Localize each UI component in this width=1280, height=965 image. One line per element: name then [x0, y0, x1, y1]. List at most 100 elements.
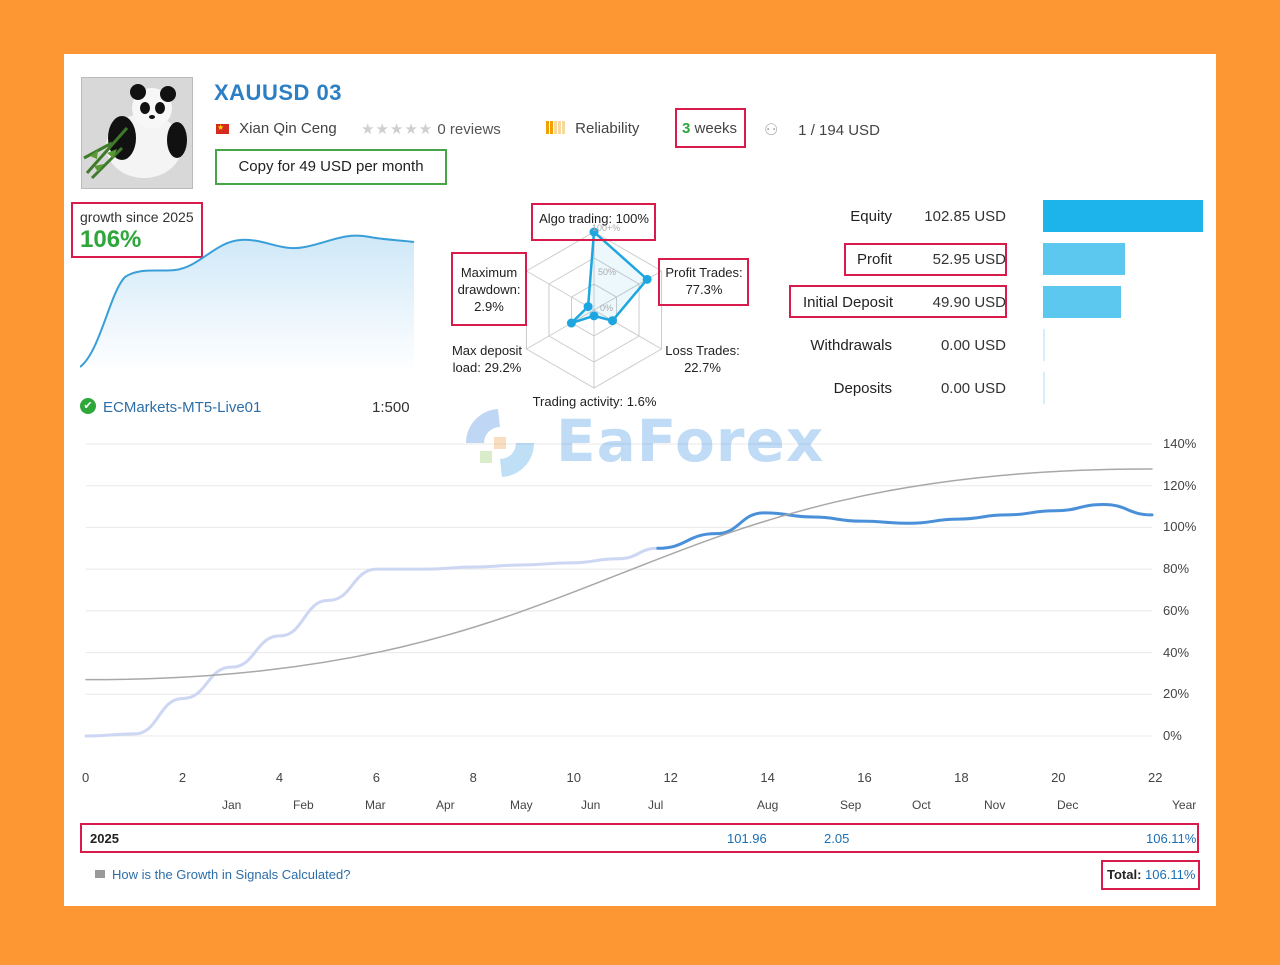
month-label: Apr — [436, 798, 455, 812]
growth-calculation-link[interactable]: How is the Growth in Signals Calculated? — [112, 867, 351, 882]
radar-algo-label: Algo trading: 100% — [539, 211, 649, 226]
radar-point-profit-trades — [642, 274, 652, 284]
month-label: Nov — [984, 798, 1006, 812]
x-tick-label: 8 — [469, 770, 477, 785]
equity-label: Equity — [850, 208, 892, 225]
radar-axis — [526, 270, 595, 311]
radar-point-activity — [589, 311, 599, 321]
x-tick-label: 18 — [954, 770, 969, 785]
profit-label: Profit — [856, 251, 892, 268]
subscribers-icon: ⚇ — [764, 122, 779, 139]
x-tick-label: 4 — [275, 770, 284, 785]
x-tick-label: 0 — [82, 770, 90, 785]
month-label: Jun — [581, 798, 601, 812]
signal-title[interactable]: XAUUSD 03 — [214, 80, 342, 105]
equity-bar — [1043, 200, 1203, 232]
avatar[interactable] — [81, 77, 193, 189]
chart-series — [84, 468, 1154, 738]
reliability-label: Reliability — [575, 120, 640, 137]
y-tick-label: 20% — [1163, 686, 1190, 702]
x-tick-label: 16 — [857, 770, 872, 785]
subscribers-separator: / — [810, 122, 815, 139]
panda-image — [82, 78, 192, 188]
radar-ring-label-100: 100+% — [592, 223, 621, 233]
rating-stars-icon: ★★★★★ — [361, 121, 434, 138]
author-name[interactable]: Xian Qin Ceng — [239, 120, 337, 137]
x-tick-label: 10 — [566, 770, 581, 785]
x-tick-label: 12 — [663, 770, 678, 785]
max-load-title: Max deposit — [451, 343, 523, 358]
equity-value: 102.85 USD — [924, 208, 1006, 225]
sparkline-line — [80, 234, 415, 368]
watermark-text: EaForex — [556, 407, 825, 475]
total-highlight — [1101, 860, 1200, 890]
profit-highlight — [844, 243, 1007, 276]
radar-point-drawdown — [583, 302, 593, 312]
radar-chart — [525, 227, 663, 389]
radar-point-algo — [589, 227, 599, 237]
copy-button[interactable]: Copy for 49 USD per month — [215, 149, 447, 185]
radar-max-load: Max deposit load: 29.2% — [448, 342, 526, 376]
y-tick-label: 80% — [1163, 561, 1190, 577]
book-icon — [95, 870, 105, 878]
loss-trades-value: 22.7% — [684, 360, 721, 375]
total-value: 106.11% — [1145, 867, 1196, 882]
month-label: Feb — [293, 798, 314, 812]
month-label: Dec — [1057, 798, 1079, 812]
month-label: Year — [1172, 798, 1197, 812]
algo-highlight — [531, 203, 656, 241]
growth-sparkline — [80, 234, 415, 372]
loss-trades-title: Loss Trades: — [665, 343, 740, 358]
china-flag-icon: ★ — [216, 124, 229, 135]
profit-bar — [1043, 243, 1126, 275]
month-label: Jan — [222, 798, 242, 812]
radar-activity-label: Trading activity: 1.6% — [532, 394, 657, 409]
deposits-bar — [1043, 372, 1045, 404]
x-tick-label: 6 — [372, 770, 380, 785]
radar-drawdown: Maximum drawdown: 2.9% — [453, 264, 525, 315]
deposits-value: 0.00 USD — [940, 380, 1006, 397]
drawdown-value: 2.9% — [474, 299, 504, 314]
initial-deposit-value: 49.90 USD — [932, 294, 1006, 311]
x-tick-label: 14 — [760, 770, 775, 785]
total-row: Total: 106.11% — [1107, 867, 1195, 882]
y-tick-label: 100% — [1163, 519, 1197, 535]
growth-label: growth since 2025 — [80, 209, 194, 225]
deposits-label: Deposits — [833, 380, 892, 397]
profit-trades-highlight — [658, 258, 749, 306]
month-label: Sep — [840, 798, 862, 812]
rating-row[interactable]: ★★★★★ 0 reviews — [361, 120, 501, 138]
growth-value: 106% — [80, 226, 142, 253]
y-tick-label: 120% — [1163, 477, 1197, 493]
reliability-row: Reliability — [546, 120, 639, 138]
radar-axis — [526, 309, 595, 350]
y-tick-label: 0% — [1163, 728, 1182, 743]
drawdown-title: Maximum — [460, 265, 518, 280]
verified-icon: ✔ — [80, 398, 96, 414]
initial-deposit-label: Initial Deposit — [802, 294, 893, 311]
leverage: 1:500 — [372, 399, 410, 416]
radar-ring-label-0: 0% — [600, 303, 614, 313]
author-row: ★ Xian Qin Ceng — [216, 120, 337, 137]
radar-loss-trades: Loss Trades: 22.7% — [660, 342, 745, 376]
radar-axis — [593, 309, 662, 350]
drawdown-subtitle: drawdown: — [457, 282, 521, 297]
reviews-count[interactable]: 0 reviews — [437, 121, 501, 138]
watermark: EaForex — [460, 399, 840, 489]
subscribers-row: ⚇ 1 / 194 USD — [764, 120, 880, 140]
sep-value: 2.05 — [824, 831, 850, 846]
month-label: Aug — [757, 798, 779, 812]
aug-value: 101.96 — [727, 831, 767, 846]
withdrawals-bar — [1043, 329, 1045, 361]
initial-deposit-bar — [1043, 286, 1121, 318]
max-load-value: load: 29.2% — [452, 360, 522, 375]
growth-line-early — [84, 546, 660, 738]
year-total: 106.11% — [1146, 831, 1197, 846]
initial-deposit-highlight — [789, 285, 1007, 318]
x-tick-label: 22 — [1148, 770, 1163, 785]
signal-card: XAUUSD 03 ★ Xian Qin Ceng ★★★★★ 0 review… — [64, 54, 1216, 906]
subscribers-funds: 194 USD — [819, 122, 880, 139]
month-label: Jul — [648, 798, 664, 812]
broker-server[interactable]: ECMarkets-MT5-Live01 — [103, 399, 262, 416]
radar-profit-trades: Profit Trades: 77.3% — [660, 264, 748, 298]
